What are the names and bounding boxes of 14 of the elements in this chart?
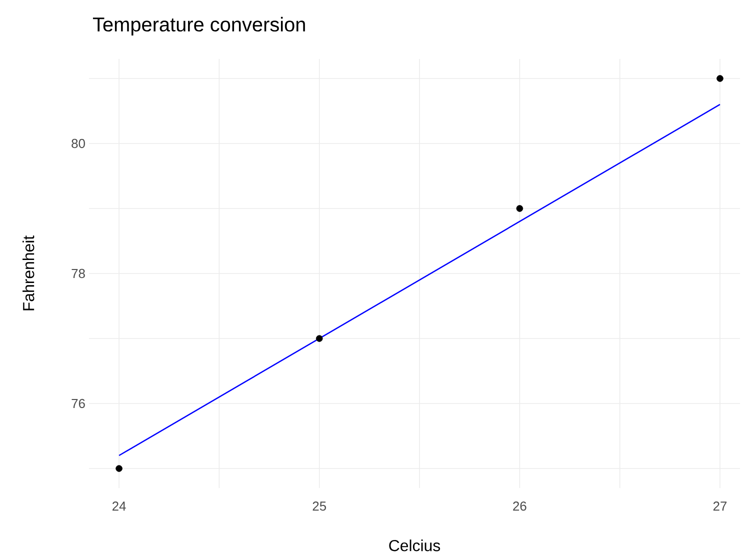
x-tick-label: 25	[312, 502, 326, 511]
y-axis-title: Fahrenheit	[22, 236, 34, 310]
y-tick-label: 80	[72, 138, 85, 148]
point	[116, 465, 122, 472]
y-tick-label: 76	[72, 398, 85, 408]
y-tick-label: 78	[72, 268, 85, 278]
point	[516, 205, 524, 212]
point	[316, 335, 323, 342]
point	[716, 75, 724, 82]
chart-title: Temperature conversion	[92, 16, 305, 36]
x-tick-label: 26	[513, 502, 526, 511]
x-tick-label: 24	[112, 502, 126, 511]
x-axis-title: Celcius	[389, 540, 440, 552]
x-tick-label: 27	[713, 502, 727, 511]
